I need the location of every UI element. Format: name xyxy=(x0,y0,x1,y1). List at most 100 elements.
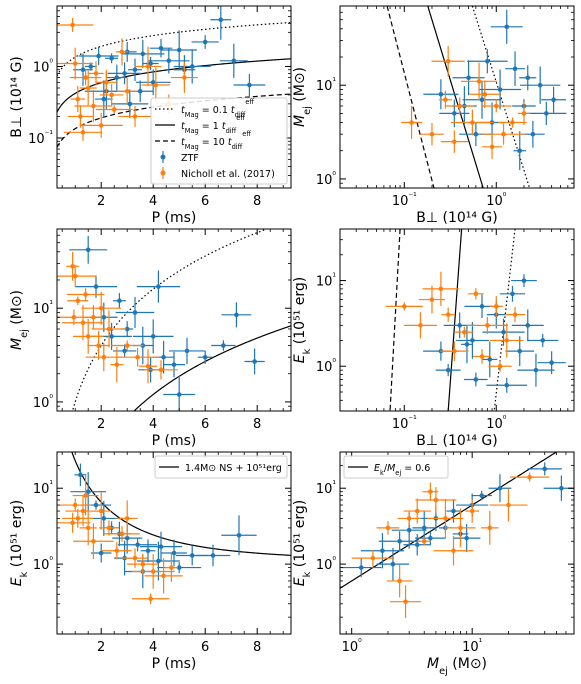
point-marker xyxy=(101,516,107,521)
data-point xyxy=(115,38,129,66)
point-marker xyxy=(452,348,457,354)
data-point xyxy=(140,539,156,563)
point-marker xyxy=(487,525,493,531)
data-point xyxy=(431,45,465,77)
y-axis-label: Ek (10⁵¹ erg) xyxy=(292,277,313,363)
data-point xyxy=(67,296,89,306)
panel-mej-vs-b: 10⁻¹ 10⁰ 10⁰ 10¹ B⊥ (10¹⁴ G) Mej (M⊙) xyxy=(292,5,575,226)
legend-marker xyxy=(160,154,166,160)
data-point xyxy=(389,585,422,618)
data-point xyxy=(415,487,457,513)
data-point xyxy=(440,130,468,153)
data-point xyxy=(340,557,382,578)
point-marker xyxy=(517,148,523,154)
data-point xyxy=(136,541,180,581)
data-point xyxy=(69,69,102,86)
data-point xyxy=(57,512,91,533)
data-point xyxy=(517,101,531,126)
data-point xyxy=(482,123,525,145)
x-axis-label: P (ms) xyxy=(152,210,197,226)
y-axis-label: Mej (M⊙) xyxy=(292,67,313,127)
point-marker xyxy=(469,508,475,514)
data-point xyxy=(455,322,489,359)
data-point xyxy=(141,67,170,103)
y-tick-label: 10¹ xyxy=(316,77,337,94)
point-marker xyxy=(510,120,515,125)
point-marker xyxy=(457,103,462,109)
point-marker xyxy=(385,525,391,531)
data-point xyxy=(498,117,527,128)
data-point xyxy=(450,109,495,136)
data-point xyxy=(455,326,474,338)
data-point xyxy=(61,305,105,341)
point-marker xyxy=(114,75,120,80)
data-point xyxy=(70,86,85,113)
data-point xyxy=(79,70,97,106)
y-tick-label: 10⁰ xyxy=(33,394,54,411)
point-marker xyxy=(70,22,75,28)
point-marker xyxy=(512,312,518,317)
point-marker xyxy=(85,85,91,91)
point-marker xyxy=(109,92,114,98)
x-tick-label: 4 xyxy=(149,417,157,432)
data-point xyxy=(473,349,491,364)
point-marker xyxy=(150,569,156,574)
data-point xyxy=(95,69,117,95)
y-axis-label: Mej (M⊙) xyxy=(9,290,30,350)
point-marker xyxy=(429,131,435,137)
point-marker xyxy=(457,323,462,328)
data-point xyxy=(467,288,484,300)
x-tick-label: 2 xyxy=(97,640,105,655)
data-point xyxy=(131,593,170,605)
legend-label: Nicholl et al. (2017) xyxy=(181,169,275,180)
point-marker xyxy=(93,284,99,289)
point-marker xyxy=(101,96,107,102)
axes-frame xyxy=(56,228,292,412)
point-marker xyxy=(202,39,208,45)
data-point xyxy=(90,543,112,563)
y-tick-label: 10⁰ xyxy=(33,556,54,573)
data-point xyxy=(360,533,405,569)
point-marker xyxy=(85,247,91,253)
data-point xyxy=(527,462,562,476)
point-marker xyxy=(479,97,485,103)
point-marker xyxy=(137,88,143,94)
point-marker xyxy=(452,111,457,116)
point-marker xyxy=(210,553,216,558)
point-marker xyxy=(158,544,164,549)
data-point xyxy=(74,89,113,123)
series-nicholl xyxy=(401,45,531,159)
point-marker xyxy=(489,144,495,150)
point-marker xyxy=(124,516,130,521)
data-point xyxy=(112,293,126,309)
data-point xyxy=(87,330,110,361)
data-point xyxy=(131,554,175,589)
point-marker xyxy=(91,538,96,544)
point-marker xyxy=(71,314,77,320)
data-point xyxy=(57,18,94,32)
point-marker xyxy=(171,362,177,367)
data-point xyxy=(128,58,142,81)
x-tick-label: 6 xyxy=(201,640,209,655)
data-point xyxy=(423,79,459,110)
point-marker xyxy=(91,103,96,109)
model-curve-dashed xyxy=(389,229,401,411)
axes-frame xyxy=(56,451,292,635)
point-marker xyxy=(85,334,91,339)
y-tick-label: 10¹ xyxy=(316,480,337,497)
legend-box xyxy=(150,97,288,185)
data-point xyxy=(161,539,187,567)
series-ztf xyxy=(423,274,566,393)
data-point xyxy=(441,307,455,322)
legend-label: ZTF xyxy=(181,153,199,164)
point-marker xyxy=(497,87,503,92)
point-marker xyxy=(75,96,81,102)
data-point xyxy=(84,62,97,71)
data-point xyxy=(66,288,105,301)
data-point xyxy=(106,64,128,91)
point-marker xyxy=(421,525,427,531)
point-marker xyxy=(504,382,510,388)
point-marker xyxy=(106,326,112,332)
